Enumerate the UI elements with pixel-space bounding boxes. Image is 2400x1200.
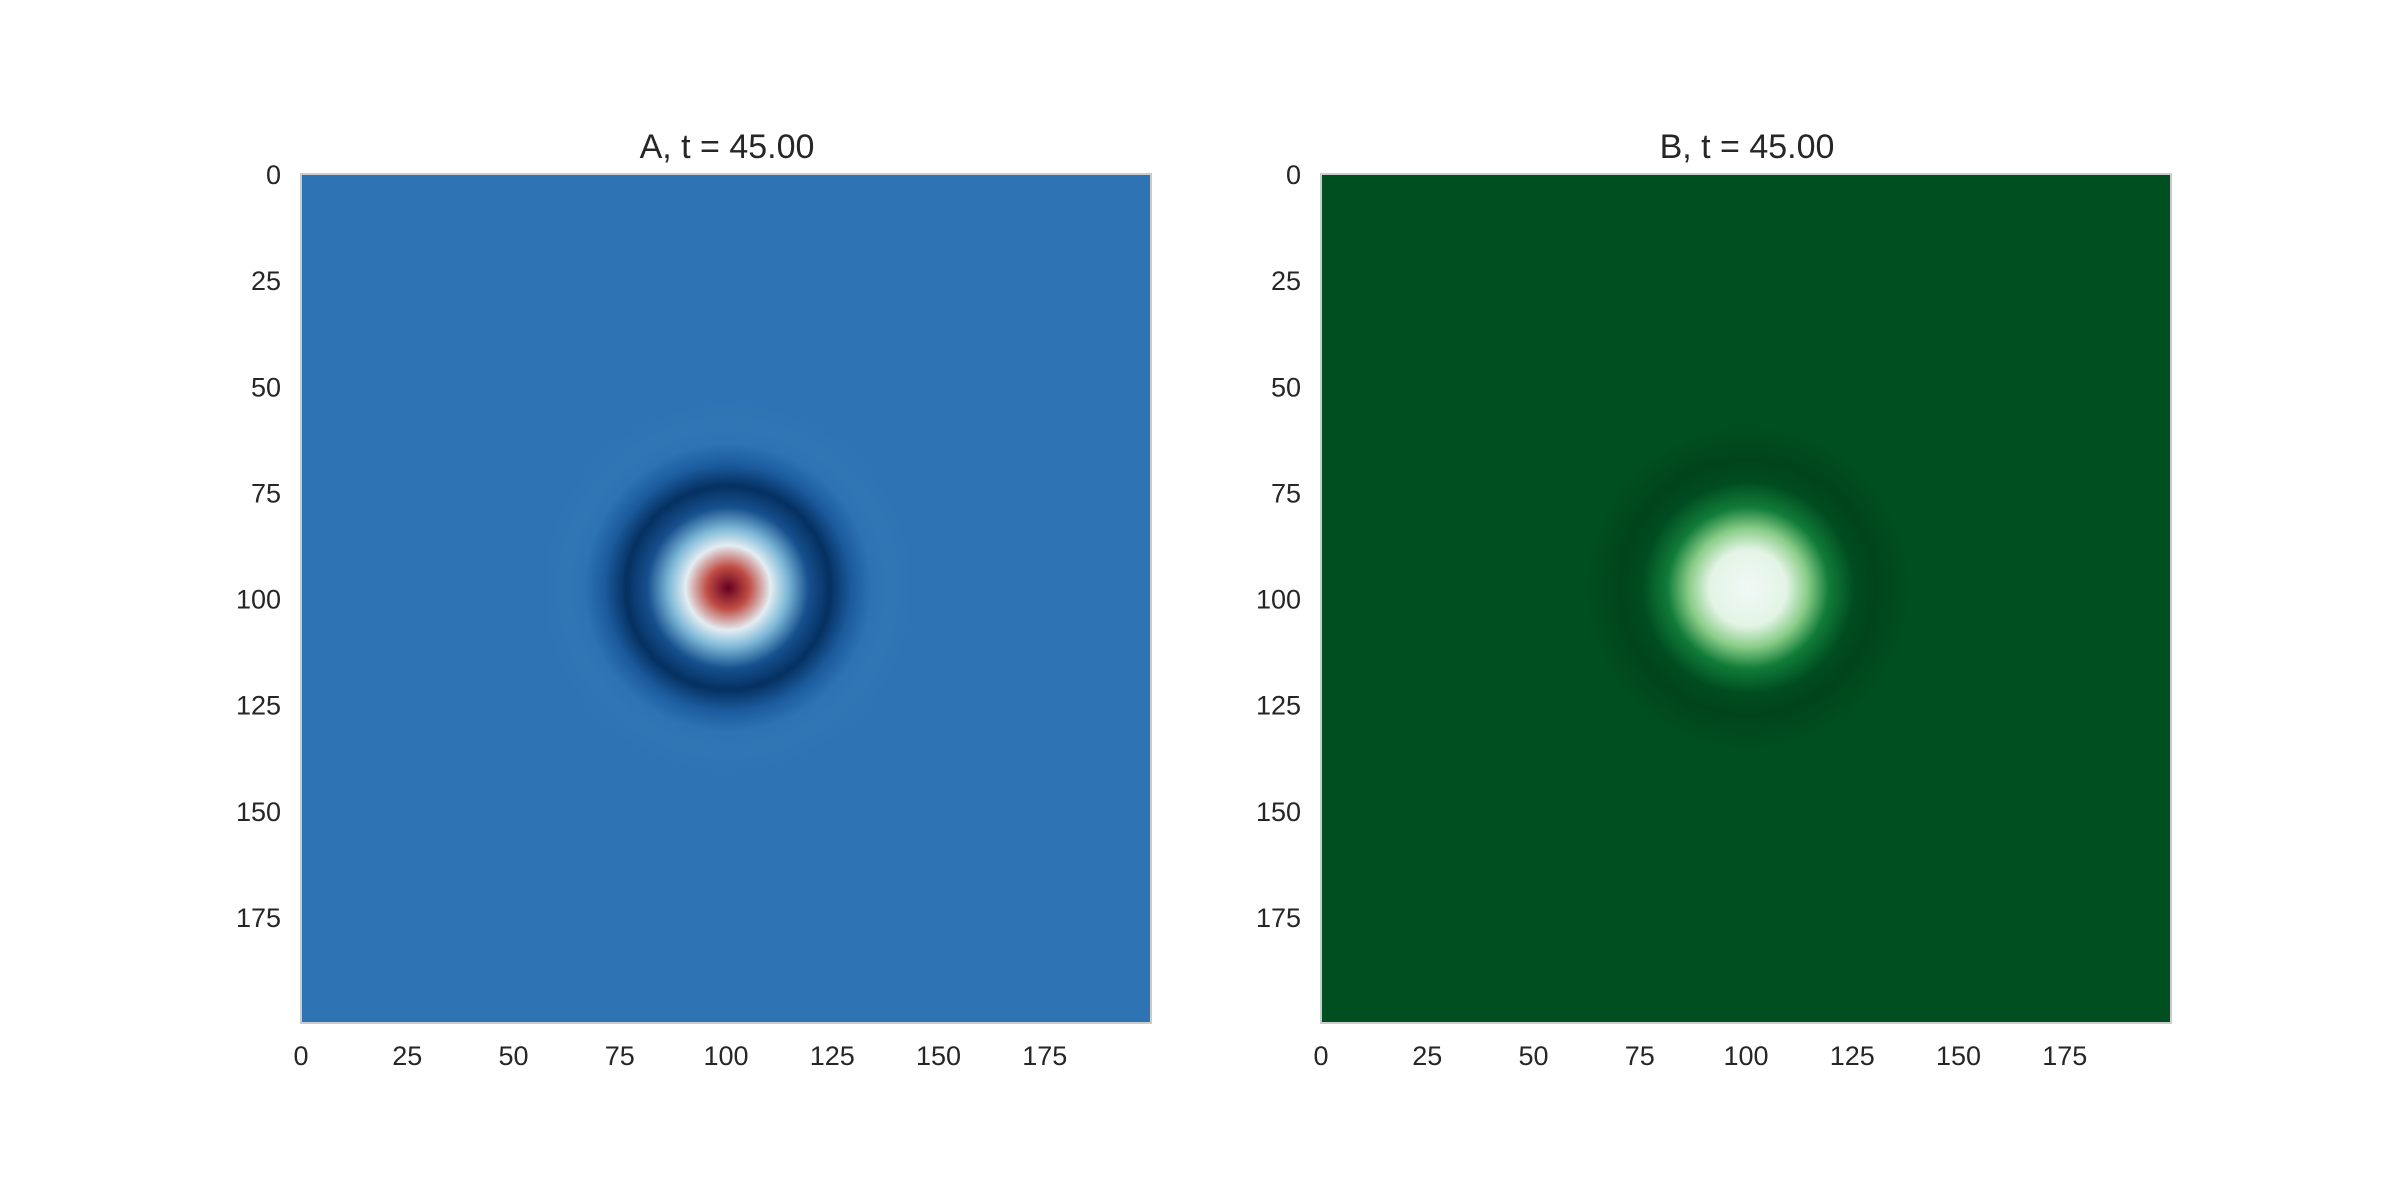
- x-tick-label: 100: [703, 1041, 748, 1071]
- y-tick-label: 175: [1256, 903, 1301, 933]
- x-tick-label: 100: [1723, 1041, 1768, 1071]
- panel-b-frame: [1320, 173, 2172, 1024]
- y-tick-label: 0: [266, 160, 281, 190]
- x-tick-label: 125: [1830, 1041, 1875, 1071]
- x-tick-label: 25: [1412, 1041, 1442, 1071]
- panel-b: B, t = 45.00 0 25 50 75 100 125 150 175 0 25 50 75…: [1256, 128, 2172, 1071]
- x-tick-label: 175: [1022, 1041, 1067, 1071]
- y-tick-label: 25: [251, 266, 281, 296]
- x-tick-label: 25: [392, 1041, 422, 1071]
- y-tick-label: 50: [251, 372, 281, 402]
- x-tick-label: 75: [605, 1041, 635, 1071]
- x-tick-label: 50: [498, 1041, 528, 1071]
- x-tick-label: 0: [1313, 1041, 1328, 1071]
- y-tick-label: 0: [1286, 160, 1301, 190]
- y-tick-label: 50: [1271, 372, 1301, 402]
- y-tick-label: 75: [1271, 478, 1301, 508]
- panel-a-heatmap: [301, 174, 1151, 1023]
- heatmap-feature: [536, 396, 920, 780]
- y-tick-label: 125: [236, 691, 281, 721]
- panel-b-heatmap: [1321, 174, 2171, 1023]
- y-tick-label: 100: [1256, 585, 1301, 615]
- y-tick-label: 150: [236, 797, 281, 827]
- panel-a-x-ticks: 0 25 50 75 100 125 150 175: [293, 1041, 1067, 1071]
- x-tick-label: 75: [1625, 1041, 1655, 1071]
- x-tick-label: 125: [810, 1041, 855, 1071]
- y-tick-label: 175: [236, 903, 281, 933]
- panel-b-y-ticks: 0 25 50 75 100 125 150 175: [1256, 160, 1301, 933]
- y-tick-label: 150: [1256, 797, 1301, 827]
- x-tick-label: 0: [293, 1041, 308, 1071]
- y-tick-label: 100: [236, 585, 281, 615]
- panel-b-title: B, t = 45.00: [1660, 128, 1835, 166]
- y-tick-label: 75: [251, 478, 281, 508]
- y-tick-label: 25: [1271, 266, 1301, 296]
- x-tick-label: 150: [916, 1041, 961, 1071]
- y-tick-label: 125: [1256, 691, 1301, 721]
- x-tick-label: 150: [1936, 1041, 1981, 1071]
- panel-b-x-ticks: 0 25 50 75 100 125 150 175: [1313, 1041, 2087, 1071]
- panel-a-y-ticks: 0 25 50 75 100 125 150 175: [236, 160, 281, 933]
- x-tick-label: 175: [2042, 1041, 2087, 1071]
- x-tick-label: 50: [1518, 1041, 1548, 1071]
- panel-a: A, t = 45.00 0 25 50 75 100 125 150 175 0 25 50 75…: [236, 128, 1152, 1071]
- heatmap-feature: [1535, 375, 1961, 801]
- panel-a-title: A, t = 45.00: [640, 128, 815, 166]
- panel-a-frame: [300, 173, 1152, 1024]
